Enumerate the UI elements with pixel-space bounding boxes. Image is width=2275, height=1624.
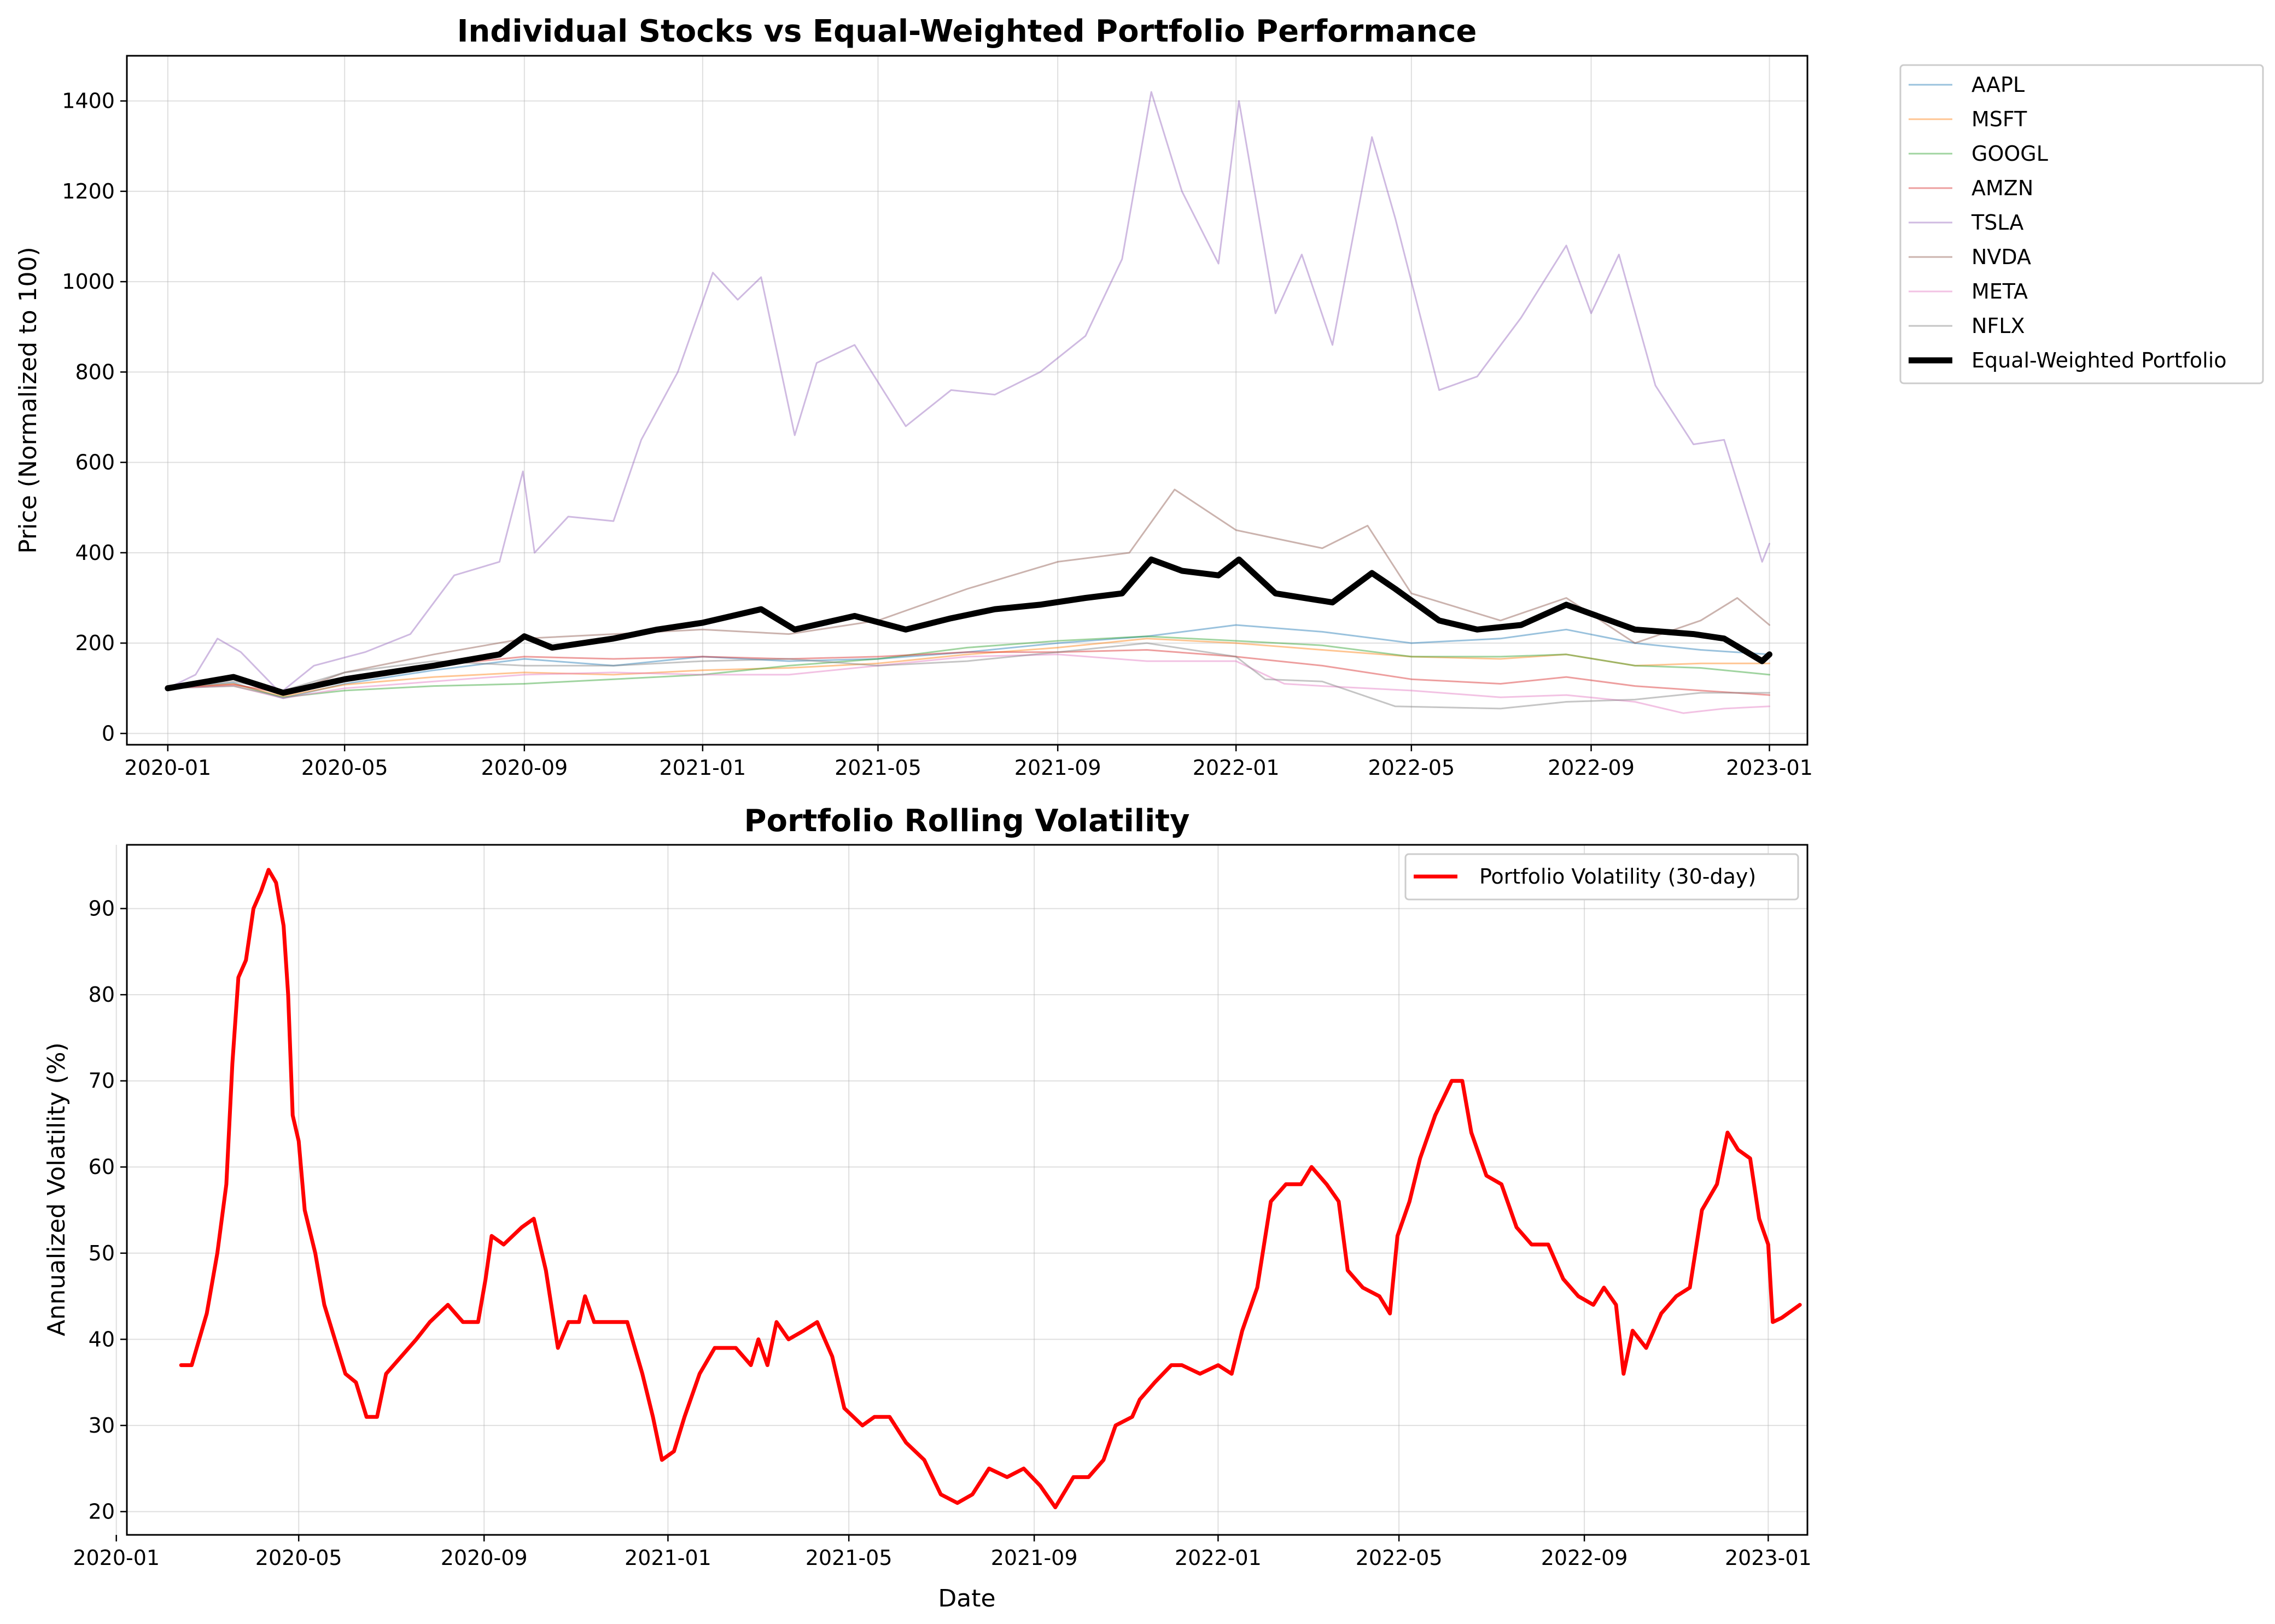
tsla-series-line [167,91,1770,694]
y-tick-label: 90 [89,897,115,921]
volatility-chart-grid [115,845,1807,1535]
y-tick-label: 80 [89,983,115,1007]
x-tick-label: 2023-01 [1725,1546,1812,1570]
nflx-series-line [167,642,1770,710]
x-tick-label: 2021-09 [991,1546,1078,1570]
volatility-chart-yticks: 20 30 40 50 60 70 80 90 [89,897,127,1523]
volatility-chart-xticks: 2020-01 2020-05 2020-09 2021-01 2021-05 2021-… [73,1535,1812,1570]
aapl-series-line [167,624,1770,699]
price-legend-box [1899,64,2264,384]
price-chart-yticks: 0 200 400 600 800 1000 1200 1400 [62,89,127,745]
googl-legend-label: GOOGL [1971,142,2048,166]
y-tick-label: 0 [102,721,115,745]
tsla-legend-label: TSLA [1971,211,2023,235]
volatility-chart-legend: Portfolio Volatility (30-day) [1404,853,1799,901]
volatility-chart-ylabel: Annualized Volatility (%) [43,1042,71,1336]
y-tick-label: 20 [89,1499,115,1523]
x-tick-label: 2020-01 [124,756,211,780]
msft-series-line [167,638,1770,698]
x-tick-label: 2020-05 [255,1546,342,1570]
y-tick-label: 40 [89,1327,115,1351]
equal-weighted-portfolio-series-line [165,556,1772,696]
x-tick-label: 2020-09 [481,756,568,780]
y-tick-label: 600 [75,451,115,475]
equal-weighted-portfolio-legend-label: Equal-Weighted Portfolio [1971,348,2227,372]
volatility-legend-box [1404,853,1799,901]
meta-legend-label: META [1971,279,2028,303]
y-tick-label: 1400 [62,89,115,113]
price-chart-grid [127,56,1807,745]
x-tick-label: 2020-01 [73,1546,160,1570]
volatility-chart-series [179,868,1802,1510]
y-tick-label: 800 [75,360,115,384]
price-chart-panel: Individual Stocks vs Equal-Weighted Port… [14,14,2264,780]
y-tick-label: 70 [89,1069,115,1093]
x-tick-label: 2022-05 [1356,1546,1443,1570]
x-tick-label: 2021-05 [835,756,921,780]
price-chart-legend: AAPL MSFT GOOGL AMZN TSLA NVDA META NFLX Equal-W… [1899,64,2264,384]
meta-series-line [167,653,1770,714]
x-tick-label: 2022-09 [1541,1546,1628,1570]
y-tick-label: 60 [89,1155,115,1179]
x-tick-label: 2022-01 [1175,1546,1262,1570]
price-chart-title: Individual Stocks vs Equal-Weighted Port… [457,14,1477,49]
x-tick-label: 2021-05 [806,1546,892,1570]
nvda-legend-label: NVDA [1971,245,2031,269]
nvda-series-line [167,488,1770,696]
y-tick-label: 1000 [62,270,115,294]
x-tick-label: 2020-09 [441,1546,528,1570]
aapl-legend-label: AAPL [1971,73,2025,97]
msft-legend-label: MSFT [1971,107,2027,131]
y-tick-label: 1200 [62,179,115,203]
x-tick-label: 2022-01 [1193,756,1280,780]
x-tick-label: 2021-09 [1014,756,1101,780]
googl-series-line [167,635,1770,698]
x-tick-label: 2022-09 [1548,756,1635,780]
price-chart-ylabel: Price (Normalized to 100) [14,247,42,553]
price-chart-xticks: 2020-01 2020-05 2020-09 2021-01 2021-05 2021-… [124,745,1813,780]
x-tick-label: 2020-05 [301,756,388,780]
y-tick-label: 200 [75,631,115,655]
volatility-chart-panel: Portfolio Rolling Volatility Annualized … [43,803,1812,1613]
nflx-legend-label: NFLX [1971,314,2025,338]
volatility-chart-frame [126,844,1809,1536]
y-tick-label: 50 [89,1241,115,1265]
price-chart-frame [126,55,1809,746]
amzn-legend-label: AMZN [1971,176,2033,200]
x-tick-label: 2023-01 [1726,756,1813,780]
x-tick-label: 2022-05 [1368,756,1455,780]
price-chart-series [165,91,1772,714]
y-tick-label: 400 [75,541,115,565]
y-tick-label: 30 [89,1413,115,1438]
portfolio-volatility-30-day-series-line [179,868,1802,1510]
x-tick-label: 2021-01 [659,756,746,780]
x-tick-label: 2021-01 [625,1546,711,1570]
portfolio-volatility-legend-label: Portfolio Volatility (30-day) [1479,864,1756,889]
volatility-chart-xlabel: Date [938,1585,995,1613]
volatility-chart-title: Portfolio Rolling Volatility [744,803,1189,839]
